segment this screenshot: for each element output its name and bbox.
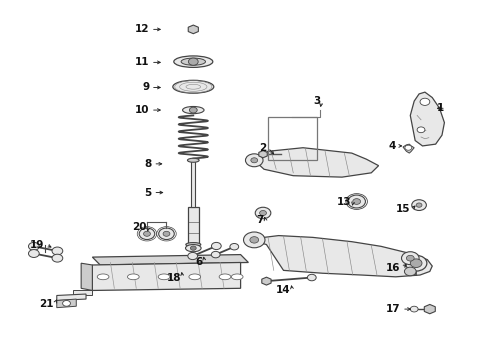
Circle shape xyxy=(416,127,424,133)
Text: 4: 4 xyxy=(387,141,395,151)
Ellipse shape xyxy=(181,58,205,65)
Circle shape xyxy=(143,231,150,236)
Ellipse shape xyxy=(245,154,263,167)
Circle shape xyxy=(211,251,220,258)
Polygon shape xyxy=(258,150,267,158)
Circle shape xyxy=(158,228,174,239)
Circle shape xyxy=(163,231,169,236)
Polygon shape xyxy=(73,291,92,295)
Circle shape xyxy=(411,200,426,211)
Circle shape xyxy=(404,267,415,276)
Circle shape xyxy=(189,107,197,113)
Ellipse shape xyxy=(185,243,201,247)
Polygon shape xyxy=(424,305,434,314)
Polygon shape xyxy=(254,235,431,277)
Circle shape xyxy=(307,274,316,281)
Text: 21: 21 xyxy=(39,299,53,309)
Circle shape xyxy=(405,255,426,271)
Circle shape xyxy=(52,247,62,255)
Circle shape xyxy=(52,254,62,262)
Circle shape xyxy=(250,158,257,163)
Text: 3: 3 xyxy=(312,96,320,106)
Polygon shape xyxy=(402,144,413,153)
Circle shape xyxy=(211,242,221,249)
Ellipse shape xyxy=(231,274,243,280)
Circle shape xyxy=(255,207,270,219)
Text: 19: 19 xyxy=(30,239,44,249)
Text: 20: 20 xyxy=(132,222,147,231)
Circle shape xyxy=(409,306,417,312)
Circle shape xyxy=(347,195,365,208)
Ellipse shape xyxy=(172,80,213,93)
Circle shape xyxy=(249,237,258,243)
Circle shape xyxy=(190,246,196,250)
Polygon shape xyxy=(92,262,240,291)
Polygon shape xyxy=(261,277,270,285)
Text: 9: 9 xyxy=(142,82,149,93)
Text: 2: 2 xyxy=(259,143,266,153)
Text: 18: 18 xyxy=(166,273,181,283)
Circle shape xyxy=(419,98,429,105)
Text: 5: 5 xyxy=(144,188,152,198)
Text: 6: 6 xyxy=(195,257,203,267)
Polygon shape xyxy=(92,255,248,265)
Ellipse shape xyxy=(127,274,139,280)
Circle shape xyxy=(401,252,418,265)
Polygon shape xyxy=(409,92,444,146)
Text: 7: 7 xyxy=(256,215,264,225)
Polygon shape xyxy=(254,148,378,177)
Text: 1: 1 xyxy=(436,103,444,113)
Circle shape xyxy=(188,58,198,65)
Circle shape xyxy=(187,252,197,260)
Ellipse shape xyxy=(185,244,201,252)
FancyBboxPatch shape xyxy=(187,207,198,244)
Text: 15: 15 xyxy=(395,204,409,215)
Circle shape xyxy=(28,249,39,257)
Text: 14: 14 xyxy=(276,285,290,296)
Circle shape xyxy=(415,203,421,207)
Text: 11: 11 xyxy=(135,57,149,67)
Circle shape xyxy=(404,145,411,150)
Ellipse shape xyxy=(158,274,169,280)
Text: 10: 10 xyxy=(135,105,149,115)
Circle shape xyxy=(62,301,70,306)
Text: 12: 12 xyxy=(135,24,149,35)
Ellipse shape xyxy=(243,232,264,248)
Ellipse shape xyxy=(182,107,203,114)
Circle shape xyxy=(139,228,155,239)
Text: 13: 13 xyxy=(337,197,351,207)
Circle shape xyxy=(352,199,360,204)
Circle shape xyxy=(229,243,238,250)
Ellipse shape xyxy=(187,158,199,162)
Circle shape xyxy=(259,211,266,216)
Circle shape xyxy=(409,259,421,267)
Text: 17: 17 xyxy=(385,304,400,314)
Ellipse shape xyxy=(188,274,200,280)
FancyBboxPatch shape xyxy=(191,160,195,207)
Text: 8: 8 xyxy=(144,159,152,169)
Polygon shape xyxy=(57,294,86,301)
Polygon shape xyxy=(188,25,198,34)
Ellipse shape xyxy=(219,274,230,280)
Ellipse shape xyxy=(173,56,212,67)
Polygon shape xyxy=(57,299,76,308)
Polygon shape xyxy=(81,263,92,291)
Circle shape xyxy=(28,242,39,250)
Circle shape xyxy=(406,255,413,261)
Text: 16: 16 xyxy=(385,263,400,273)
Ellipse shape xyxy=(97,274,109,280)
